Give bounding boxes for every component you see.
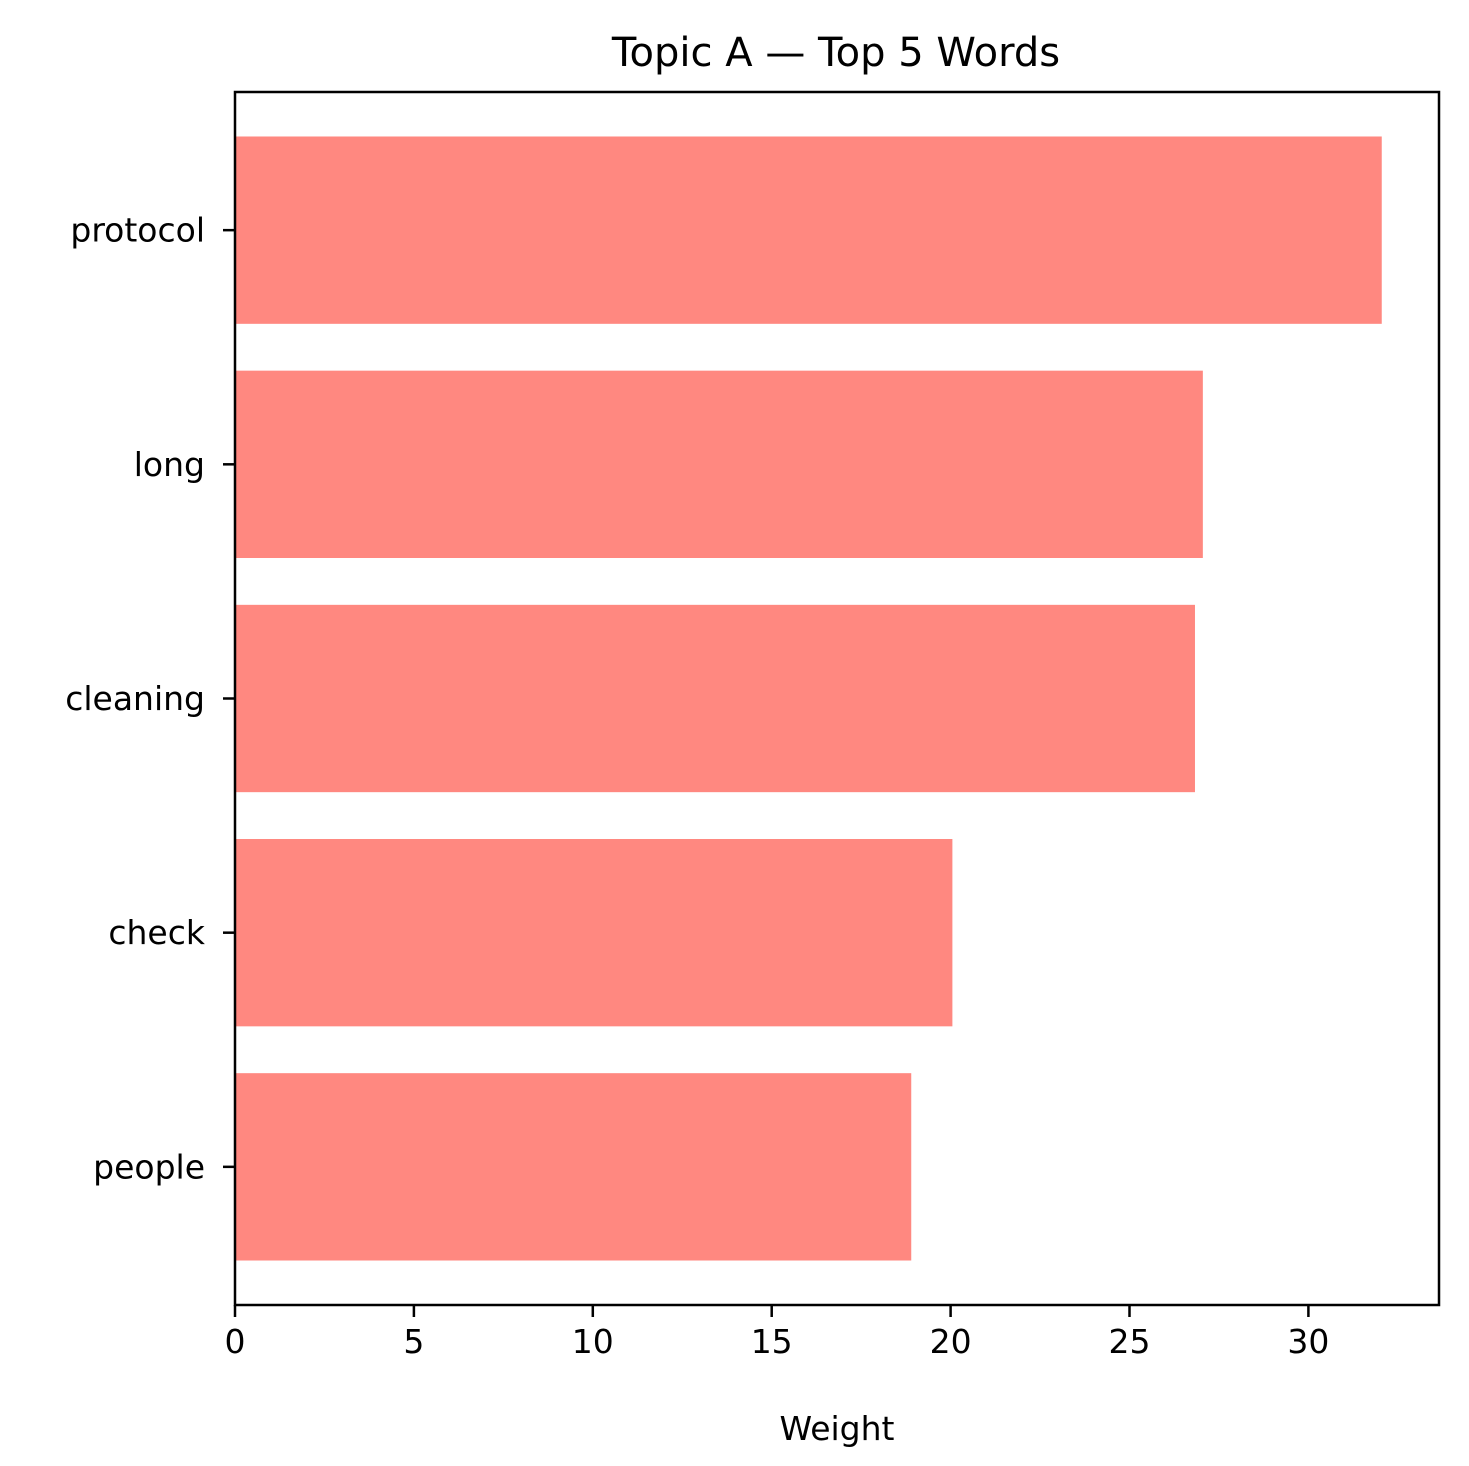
- bar-protocol: [235, 136, 1382, 324]
- plot-frame: [233, 90, 1441, 1307]
- x-tick-label: 15: [751, 1322, 793, 1361]
- x-axis: 0 5 10 15 20 25 30: [225, 1305, 1329, 1361]
- bar-people: [235, 1073, 912, 1261]
- y-tick-label: people: [93, 1147, 205, 1186]
- bars-layer: [235, 136, 1382, 1261]
- x-tick-label: 30: [1287, 1322, 1329, 1361]
- y-tick-label: check: [108, 913, 206, 952]
- x-axis-label: Weight: [780, 1409, 895, 1448]
- y-tick-label: cleaning: [65, 679, 205, 718]
- x-tick-label: 5: [403, 1322, 424, 1361]
- x-tick-label: 10: [572, 1322, 614, 1361]
- chart-title: Topic A — Top 5 Words: [611, 30, 1060, 76]
- y-tick-label: long: [134, 445, 205, 484]
- y-tick-label: protocol: [70, 211, 205, 250]
- bar-cleaning: [235, 604, 1195, 793]
- x-tick-label: 0: [225, 1322, 246, 1361]
- bar-long: [235, 370, 1203, 558]
- y-axis: protocol long cleaning check people: [65, 211, 235, 1186]
- x-tick-label: 20: [930, 1322, 972, 1361]
- bar-check: [235, 839, 953, 1027]
- x-tick-label: 25: [1109, 1322, 1151, 1361]
